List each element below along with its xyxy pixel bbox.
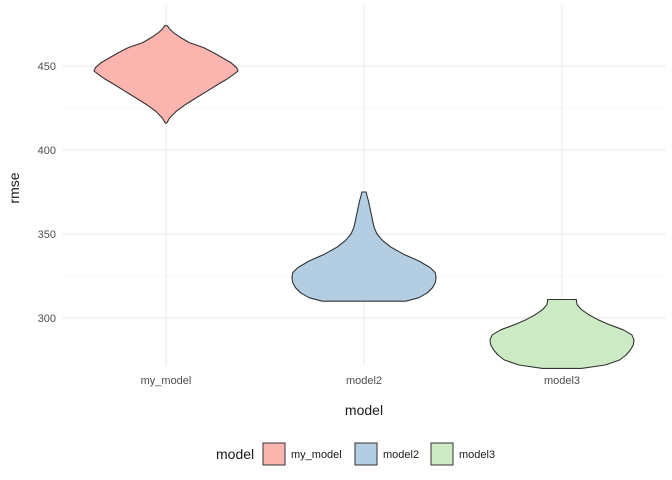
violin-model3 <box>489 298 635 369</box>
legend-key-my_model <box>262 442 286 466</box>
legend-label: my_model <box>291 449 342 461</box>
x-axis-title: model <box>345 402 383 418</box>
legend-key-model2 <box>354 442 378 466</box>
y-tick-label: 400 <box>38 145 56 157</box>
y-axis-ticks: 300 350 400 450 <box>38 61 56 325</box>
x-tick-label: model3 <box>544 375 580 387</box>
y-tick-label: 350 <box>38 229 56 241</box>
x-tick-label: model2 <box>346 375 382 387</box>
violin-model2 <box>291 191 437 302</box>
legend-key-model3 <box>430 442 454 466</box>
x-tick-label: my_model <box>141 375 192 387</box>
legend-label: model3 <box>459 449 495 461</box>
y-axis-title: rmse <box>6 172 22 203</box>
violin-my_model <box>93 25 239 124</box>
y-tick-label: 300 <box>38 313 56 325</box>
y-tick-label: 450 <box>38 61 56 73</box>
legend-title: model <box>216 446 254 462</box>
legend-label: model2 <box>383 449 419 461</box>
x-axis-ticks: my_model model2 model3 <box>141 375 580 387</box>
violins <box>93 25 635 369</box>
legend: model my_model model2 model3 <box>216 442 495 466</box>
